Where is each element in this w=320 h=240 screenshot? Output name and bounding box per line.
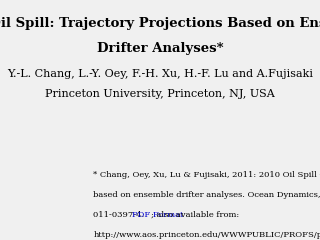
Text: ; also available from:: ; also available from: [151, 211, 239, 219]
Text: 011-0397-4.: 011-0397-4. [93, 211, 147, 219]
Text: http://www.aos.princeton.edu/WWWPUBLIC/PROFS/publications.html: http://www.aos.princeton.edu/WWWPUBLIC/P… [93, 231, 320, 240]
Text: Y.-L. Chang, L.-Y. Oey, F.-H. Xu, H.-F. Lu and A.Fujisaki: Y.-L. Chang, L.-Y. Oey, F.-H. Xu, H.-F. … [7, 69, 313, 79]
Text: Drifter Analyses*: Drifter Analyses* [97, 42, 223, 55]
Text: * Chang, Oey, Xu, Lu & Fujisaki, 2011: 2010 Oil Spill - trajectory projections: * Chang, Oey, Xu, Lu & Fujisaki, 2011: 2… [93, 171, 320, 179]
Text: based on ensemble drifter analyses. Ocean Dynamics, DOI: 10.1007/s10236-: based on ensemble drifter analyses. Ocea… [93, 191, 320, 199]
Text: PDF Format: PDF Format [132, 211, 183, 219]
Text: Princeton University, Princeton, NJ, USA: Princeton University, Princeton, NJ, USA [45, 89, 275, 99]
Text: 2010 Oil Spill: Trajectory Projections Based on Ensemble: 2010 Oil Spill: Trajectory Projections B… [0, 17, 320, 30]
